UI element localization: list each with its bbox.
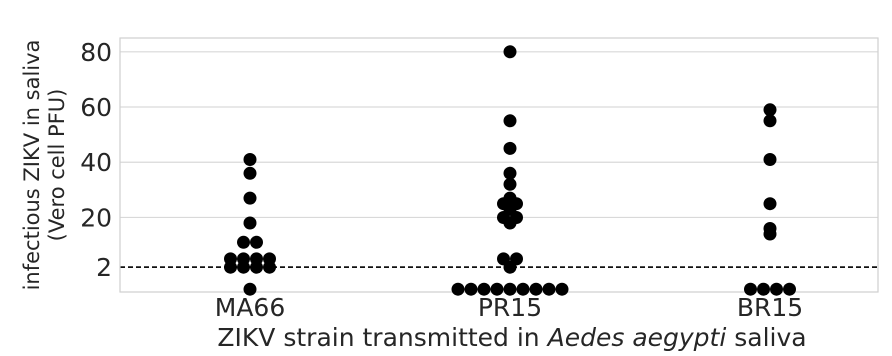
data-point-pr15 <box>503 177 517 191</box>
data-point-pr15 <box>451 282 465 296</box>
data-point-pr15 <box>477 282 491 296</box>
data-point-ma66 <box>237 235 250 249</box>
data-point-ma66 <box>243 216 257 230</box>
x-axis-label-species: Aedes aegypti <box>546 323 727 352</box>
data-point-ma66 <box>250 252 263 266</box>
data-point-pr15 <box>555 282 569 296</box>
y-tick-label: 20 <box>80 203 112 232</box>
data-point-ma66 <box>243 282 257 296</box>
data-point-pr15 <box>516 282 530 296</box>
x-tick-label: MA66 <box>215 293 285 322</box>
data-point-br15 <box>757 282 770 296</box>
grid-layer <box>120 51 878 219</box>
data-point-pr15 <box>542 282 556 296</box>
data-point-br15 <box>763 114 777 128</box>
y-axis-label-line-1: infectious ZIKV in saliva <box>20 40 44 291</box>
data-point-ma66 <box>243 191 257 205</box>
data-point-pr15 <box>497 252 510 266</box>
y-tick-label: 80 <box>80 38 112 67</box>
data-point-br15 <box>763 103 777 117</box>
data-point-br15 <box>783 282 796 296</box>
data-point-pr15 <box>490 282 504 296</box>
y-tick-labels: 2 20 40 60 80 <box>80 38 112 282</box>
data-point-pr15 <box>510 252 523 266</box>
y-tick-label: 60 <box>80 93 112 122</box>
data-point-pr15 <box>503 114 517 128</box>
data-point-ma66 <box>250 235 263 249</box>
x-axis-label-part-1: ZIKV strain transmitted in <box>217 323 547 352</box>
x-tick-labels: MA66 PR15 BR15 <box>215 293 803 322</box>
data-point-pr15 <box>503 166 517 180</box>
data-point-ma66 <box>224 252 237 266</box>
x-axis-label-part-3: saliva <box>726 323 806 352</box>
data-point-pr15 <box>464 282 478 296</box>
data-point-ma66 <box>237 252 250 266</box>
data-point-pr15 <box>503 141 517 155</box>
data-point-ma66 <box>243 166 257 180</box>
y-axis-label-line-2: (Vero cell PFU) <box>45 89 69 242</box>
data-point-pr15 <box>503 45 517 59</box>
x-tick-label: PR15 <box>478 293 542 322</box>
data-point-br15 <box>744 282 757 296</box>
data-point-br15 <box>763 197 777 211</box>
y-tick-label: 40 <box>80 148 112 177</box>
x-tick-label: BR15 <box>737 293 803 322</box>
data-point-br15 <box>770 282 783 296</box>
data-point-pr15 <box>503 282 517 296</box>
data-points <box>224 45 796 296</box>
data-point-br15 <box>763 222 777 235</box>
data-point-ma66 <box>263 252 276 266</box>
data-point-pr15 <box>529 282 543 296</box>
y-tick-label: 2 <box>96 253 112 282</box>
data-point-br15 <box>763 153 777 166</box>
x-axis-label: ZIKV strain transmitted in Aedes aegypti… <box>217 323 806 352</box>
data-point-pr15 <box>503 191 517 205</box>
data-point-ma66 <box>243 153 257 166</box>
